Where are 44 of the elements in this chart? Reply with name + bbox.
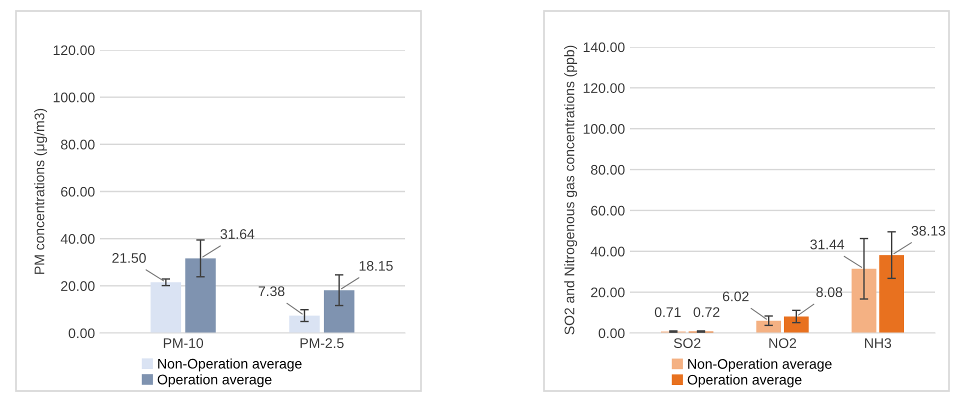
- y-tick-label: 120.00: [54, 45, 95, 56]
- legend-label: Operation average: [688, 374, 802, 388]
- y-tick-label: 100.00: [584, 124, 625, 134]
- data-label: 0.71: [654, 307, 681, 318]
- data-label: 0.72: [694, 307, 720, 318]
- data-label: 31.64: [220, 229, 254, 239]
- y-tick-label: 120.00: [584, 83, 625, 94]
- y-tick-label: 60.00: [591, 206, 625, 216]
- bar: [852, 268, 876, 333]
- y-tick-label: 0.00: [598, 328, 625, 338]
- y-tick-label: 0.00: [68, 328, 95, 338]
- y-tick-label: 40.00: [60, 234, 95, 244]
- data-label: 21.50: [112, 253, 146, 263]
- y-tick-label: 140.00: [584, 42, 625, 52]
- x-tick-label: NH3: [865, 338, 892, 348]
- y-tick-label: 40.00: [590, 246, 625, 256]
- y-tick-label: 20.00: [61, 281, 95, 292]
- bar: [150, 282, 182, 333]
- legend-label: Non-Operation average: [158, 358, 302, 372]
- bar: [756, 320, 782, 333]
- y-axis-title: PM concentrations (μg/m3): [34, 108, 48, 274]
- bar: [784, 316, 809, 333]
- x-tick-label: SO2: [674, 338, 700, 348]
- legend-label: Operation average: [158, 374, 272, 388]
- x-tick-label: NO2: [769, 338, 796, 348]
- y-tick-label: 20.00: [591, 287, 625, 298]
- y-tick-label: 100.00: [54, 92, 95, 102]
- y-tick-label: 80.00: [590, 164, 625, 175]
- y-tick-label: 80.00: [60, 140, 95, 150]
- bar: [324, 290, 354, 333]
- x-tick-label: PM-10: [164, 338, 204, 348]
- data-label: 7.38: [258, 286, 284, 296]
- y-tick-label: 60.00: [61, 186, 95, 197]
- bar: [185, 258, 216, 333]
- bar: [879, 255, 904, 333]
- data-label: 8.08: [816, 287, 842, 298]
- data-label: 18.15: [360, 260, 393, 271]
- data-label: 31.44: [810, 240, 844, 250]
- legend-label: Non-Operation average: [688, 358, 832, 372]
- y-axis-title: SO2 and Nitrogenous gas concentrations (ppb): [564, 46, 578, 335]
- bar: [289, 316, 320, 333]
- x-tick-label: PM-2.5: [300, 338, 344, 348]
- data-label: 38.13: [912, 226, 946, 236]
- data-label: 6.02: [722, 291, 749, 302]
